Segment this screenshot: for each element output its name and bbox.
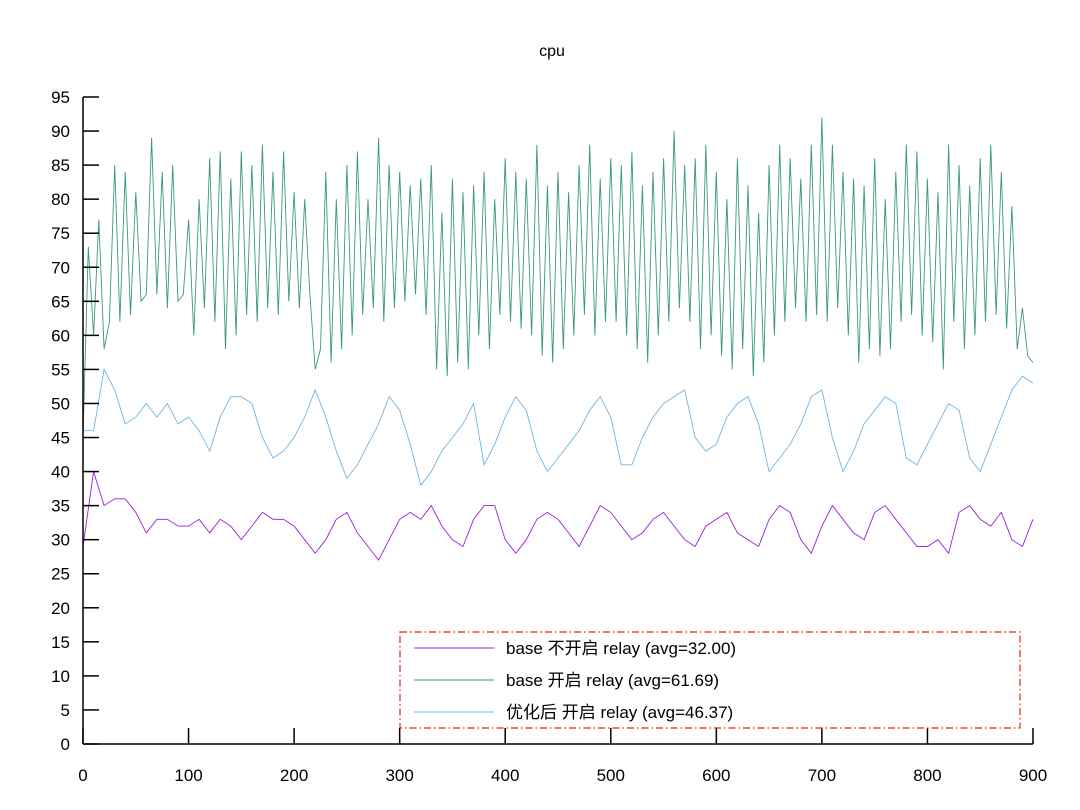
y-tick-label: 10 bbox=[51, 667, 70, 686]
y-tick-label: 45 bbox=[51, 429, 70, 448]
y-tick-label: 25 bbox=[51, 565, 70, 584]
legend: base 不开启 relay (avg=32.00) base 开启 relay … bbox=[399, 631, 1021, 729]
series-line-0 bbox=[82, 471, 1034, 561]
x-tick-label: 100 bbox=[174, 766, 202, 785]
y-tick-label: 90 bbox=[51, 122, 70, 141]
y-tick-label: 20 bbox=[51, 599, 70, 618]
legend-box bbox=[399, 631, 1021, 729]
x-tick-label: 600 bbox=[702, 766, 730, 785]
x-tick-label: 400 bbox=[491, 766, 519, 785]
y-tick-label: 65 bbox=[51, 292, 70, 311]
y-tick-label: 75 bbox=[51, 224, 70, 243]
x-tick-label: 300 bbox=[385, 766, 413, 785]
x-tick-label: 200 bbox=[280, 766, 308, 785]
y-tick-label: 35 bbox=[51, 497, 70, 516]
y-tick-label: 80 bbox=[51, 190, 70, 209]
legend-label-2: 优化后 开启 relay (avg=46.37) bbox=[506, 703, 733, 722]
series-line-1 bbox=[82, 117, 1034, 438]
x-tick-label: 700 bbox=[808, 766, 836, 785]
y-tick-label: 50 bbox=[51, 394, 70, 413]
y-tick-label: 60 bbox=[51, 326, 70, 345]
x-tick-label: 0 bbox=[78, 766, 87, 785]
y-tick-label: 0 bbox=[61, 735, 70, 754]
x-tick-label: 900 bbox=[1019, 766, 1047, 785]
y-tick-label: 85 bbox=[51, 156, 70, 175]
legend-label-0: base 不开启 relay (avg=32.00) bbox=[506, 639, 736, 658]
y-tick-label: 70 bbox=[51, 258, 70, 277]
legend-label-1: base 开启 relay (avg=61.69) bbox=[506, 671, 719, 690]
chart-title: cpu bbox=[539, 43, 565, 60]
y-tick-label: 15 bbox=[51, 633, 70, 652]
series-layer bbox=[82, 117, 1034, 561]
y-tick-label: 5 bbox=[61, 701, 70, 720]
series-line-2 bbox=[83, 368, 1034, 487]
y-tick-label: 40 bbox=[51, 463, 70, 482]
y-tick-label: 30 bbox=[51, 531, 70, 550]
axes-layer: 0 5 10 15 20 25 30 35 40 45 50 55 60 65 70 75 80 85 90 95 0 1… bbox=[51, 88, 1047, 785]
x-tick-label: 800 bbox=[913, 766, 941, 785]
y-tick-label: 55 bbox=[51, 360, 70, 379]
y-tick-label: 95 bbox=[51, 88, 70, 107]
x-tick-label: 500 bbox=[597, 766, 625, 785]
